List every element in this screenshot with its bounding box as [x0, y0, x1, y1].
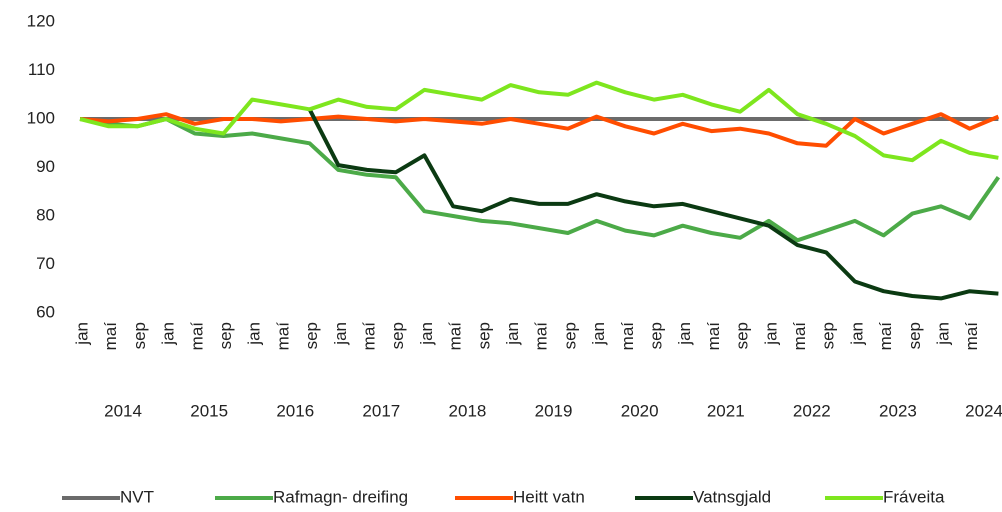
y-tick-label: 100 — [27, 108, 55, 127]
year-label: 2024 — [965, 401, 1002, 420]
year-label: 2020 — [621, 401, 659, 420]
x-tick-label: maí — [187, 322, 206, 351]
x-tick-label: sep — [646, 322, 665, 349]
x-tick-label: jan — [159, 322, 178, 346]
x-tick-label: maí — [876, 322, 895, 351]
x-tick-label: jan — [847, 322, 866, 346]
legend-label: Vatnsgjald — [693, 487, 771, 506]
legend-label: Rafmagn- dreifing — [273, 487, 408, 506]
y-tick-label: 80 — [36, 205, 55, 224]
y-tick-label: 70 — [36, 254, 55, 273]
x-tick-label: maí — [618, 322, 637, 351]
x-tick-label: maí — [790, 322, 809, 351]
x-tick-label: maí — [446, 322, 465, 351]
x-tick-label: jan — [503, 322, 522, 346]
y-tick-label: 60 — [36, 302, 55, 321]
x-tick-label: maí — [273, 322, 292, 351]
y-tick-label: 110 — [28, 60, 55, 79]
series-line — [79, 117, 1001, 243]
x-tick-label: maí — [101, 322, 120, 351]
year-label: 2023 — [879, 401, 917, 420]
x-tick-label: maí — [962, 322, 981, 351]
series-line — [79, 80, 999, 163]
legend-label: Fráveita — [883, 487, 945, 506]
x-tick-label: jan — [417, 322, 436, 346]
year-label: 2021 — [707, 401, 745, 420]
series-line — [79, 112, 1000, 148]
x-tick-label: sep — [302, 322, 321, 349]
year-label: 2015 — [190, 401, 228, 420]
legend-label: Heitt vatn — [513, 487, 585, 506]
x-tick-label: sep — [216, 322, 235, 349]
x-tick-label: sep — [474, 322, 493, 349]
x-tick-label: maí — [359, 322, 378, 351]
y-tick-label: 90 — [36, 157, 55, 176]
year-label: 2018 — [449, 401, 487, 420]
year-label: 2014 — [104, 401, 142, 420]
x-tick-label: sep — [905, 322, 924, 349]
x-tick-label: maí — [532, 322, 551, 351]
x-tick-label: sep — [819, 322, 838, 349]
year-label: 2017 — [362, 401, 400, 420]
x-tick-label: sep — [733, 322, 752, 349]
x-tick-label: jan — [331, 322, 350, 346]
x-tick-label: jan — [761, 322, 780, 346]
y-tick-label: 120 — [27, 11, 55, 30]
x-tick-label: sep — [130, 322, 149, 349]
year-label: 2016 — [276, 401, 314, 420]
x-tick-label: jan — [72, 322, 91, 346]
legend-label: NVT — [120, 487, 154, 506]
x-tick-label: sep — [388, 322, 407, 349]
x-tick-label: sep — [560, 322, 579, 349]
year-label: 2022 — [793, 401, 831, 420]
x-tick-label: jan — [675, 322, 694, 346]
year-label: 2019 — [535, 401, 573, 420]
x-tick-label: maí — [704, 322, 723, 351]
x-tick-label: jan — [589, 322, 608, 346]
x-tick-label: jan — [933, 322, 952, 346]
series-line — [307, 108, 999, 301]
x-tick-label: jan — [245, 322, 264, 346]
